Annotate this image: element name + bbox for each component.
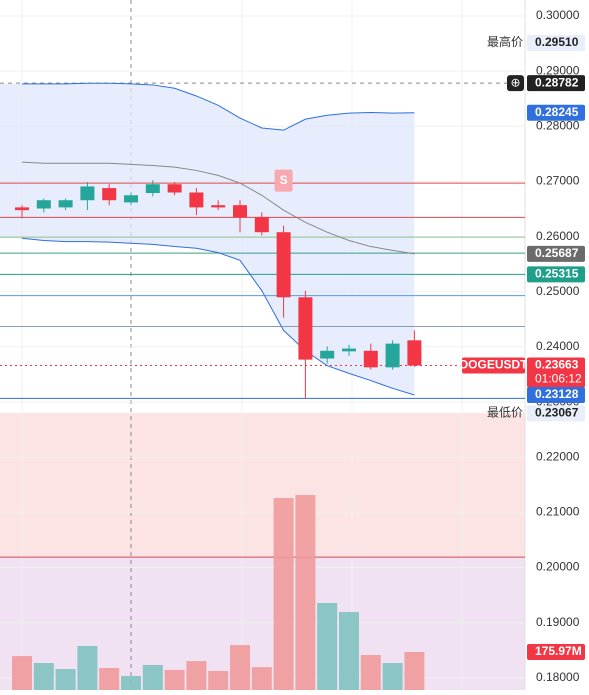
candle-body bbox=[80, 186, 95, 201]
price-badge bbox=[527, 245, 585, 262]
symbol-label: DOGEUSDT bbox=[459, 358, 528, 372]
candle-body bbox=[167, 184, 182, 193]
candle-body bbox=[298, 297, 313, 360]
y-tick-label: 0.20000 bbox=[536, 560, 580, 574]
price-badge-label: 0.28782 bbox=[535, 75, 579, 89]
band-fill bbox=[0, 83, 415, 396]
volume-bar bbox=[99, 667, 120, 690]
price-badge-label: 0.23067 bbox=[535, 406, 579, 420]
low-name: 最低价 bbox=[487, 406, 523, 420]
volume-bar bbox=[55, 669, 76, 690]
volume-bar bbox=[186, 661, 207, 690]
price-badge-label: 0.25687 bbox=[535, 246, 579, 260]
volume-bar bbox=[382, 663, 403, 690]
candle-body bbox=[15, 207, 29, 211]
candle-body bbox=[320, 350, 335, 359]
symbol-badge bbox=[462, 357, 525, 374]
crosshair-icon bbox=[507, 75, 524, 92]
volume-bar bbox=[208, 670, 229, 690]
volume-bar bbox=[295, 494, 316, 690]
candle-body bbox=[58, 200, 73, 208]
y-tick-label: 0.29000 bbox=[536, 63, 580, 77]
zone-pink bbox=[0, 413, 525, 556]
volume-bar bbox=[404, 651, 425, 690]
y-tick-label: 0.26000 bbox=[536, 229, 580, 243]
candle-body bbox=[36, 200, 51, 209]
volume-bar bbox=[360, 655, 381, 690]
candle-body bbox=[211, 205, 226, 208]
price-badge-label: 0.29510 bbox=[535, 35, 579, 49]
volume-bar bbox=[251, 667, 272, 690]
last-price-badge bbox=[527, 357, 585, 388]
candle-body bbox=[407, 340, 422, 366]
band-line bbox=[22, 82, 415, 131]
volume-bar bbox=[33, 663, 54, 690]
y-tick-label: 0.24000 bbox=[536, 339, 580, 353]
countdown-label: 01:06:12 bbox=[535, 372, 582, 386]
volume-bar bbox=[317, 602, 338, 690]
candle-body bbox=[145, 184, 160, 194]
volume-bar bbox=[230, 645, 250, 690]
price-badge-label: 0.28245 bbox=[535, 105, 579, 119]
price-badge bbox=[527, 35, 585, 52]
candle-body bbox=[254, 217, 269, 233]
candle-body bbox=[276, 232, 291, 298]
crosshair-plus: ⊕ bbox=[510, 75, 520, 89]
volume-bar bbox=[164, 669, 185, 690]
candle-body bbox=[233, 205, 247, 218]
price-badge bbox=[527, 104, 585, 121]
volume-bar bbox=[142, 664, 163, 690]
last-price-label: 0.23663 bbox=[535, 358, 579, 372]
volume-badge bbox=[527, 643, 585, 660]
price-badge-label: 0.25315 bbox=[535, 267, 579, 281]
candle-body bbox=[385, 343, 400, 368]
candle-body bbox=[342, 348, 356, 352]
price-badge bbox=[527, 387, 585, 404]
band-line bbox=[21, 237, 415, 396]
y-tick-label: 0.25000 bbox=[536, 284, 580, 298]
y-tick-label: 0.18000 bbox=[536, 670, 580, 684]
candle-body bbox=[102, 188, 117, 201]
volume-bar bbox=[273, 498, 294, 690]
volume-bar bbox=[339, 612, 359, 690]
volume-bar bbox=[121, 675, 141, 690]
band-line bbox=[21, 161, 415, 255]
candle-body bbox=[189, 192, 204, 208]
y-tick-label: 0.21000 bbox=[536, 505, 580, 519]
price-badge bbox=[527, 75, 585, 92]
price-badge-label: 0.23128 bbox=[535, 387, 579, 401]
price-badge bbox=[527, 405, 585, 422]
candle-body bbox=[124, 195, 138, 203]
candle-body bbox=[363, 350, 378, 368]
volume-bar bbox=[12, 656, 32, 690]
y-tick-label: 0.22000 bbox=[536, 449, 580, 463]
y-tick-label: 0.19000 bbox=[536, 615, 580, 629]
y-tick-label: 0.27000 bbox=[536, 174, 580, 188]
high-name: 最高价 bbox=[487, 34, 523, 49]
y-tick-label: 0.30000 bbox=[536, 8, 580, 22]
volume-badge-label: 175.97M bbox=[535, 644, 582, 658]
signal-label: S bbox=[280, 173, 288, 187]
y-tick-label: 0.28000 bbox=[536, 118, 580, 132]
signal-marker bbox=[274, 169, 293, 192]
volume-bar bbox=[77, 645, 98, 690]
price-badge bbox=[527, 266, 585, 283]
